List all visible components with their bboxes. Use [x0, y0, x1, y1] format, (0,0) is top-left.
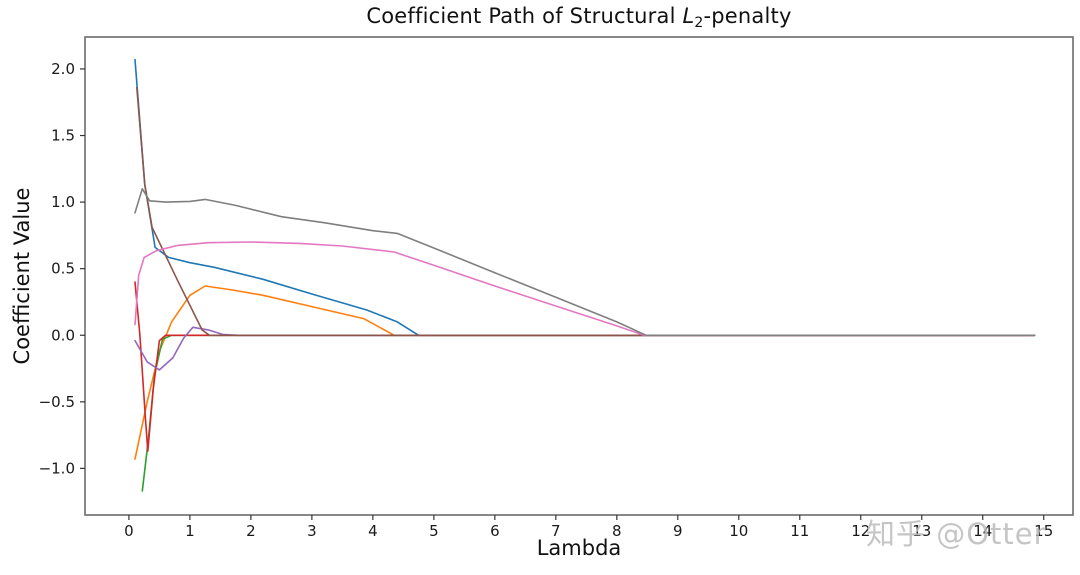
y-tick-label: 2.0 [51, 60, 75, 78]
series-line-coef-8-gray [134, 188, 1036, 337]
x-tick-label: 15 [1034, 522, 1053, 540]
series-line-coef-6-brown [136, 86, 1036, 337]
x-tick-label: 0 [124, 522, 134, 540]
x-tick-label: 9 [673, 522, 683, 540]
x-tick-label: 7 [551, 522, 561, 540]
chart-title-suffix: -penalty [703, 4, 792, 28]
x-tick-label: 12 [851, 522, 870, 540]
y-tick-label: −0.5 [39, 393, 75, 411]
x-tick-label: 11 [790, 522, 809, 540]
x-tick-label: 10 [729, 522, 748, 540]
y-tick-label: 1.0 [51, 193, 75, 211]
chart-title-math-var: L [682, 4, 695, 28]
series-lines [134, 58, 1036, 492]
chart-title-math-sub: 2 [694, 15, 704, 31]
y-tick-label: 1.5 [51, 127, 75, 145]
series-line-coef-5-purple [134, 326, 1036, 371]
x-tick-label: 2 [246, 522, 256, 540]
x-axis-label: Lambda [536, 536, 622, 560]
x-tick-label: 4 [368, 522, 378, 540]
watermark: 知乎 @Otter [866, 517, 1047, 551]
x-tick-label: 14 [973, 522, 992, 540]
series-line-coef-3-green [141, 334, 1036, 492]
x-tick-label: 8 [612, 522, 622, 540]
y-tick-label: 0.0 [51, 326, 75, 344]
y-axis-label: Coefficient Value [10, 187, 34, 365]
y-tick-label: −1.0 [39, 459, 75, 477]
x-tick-label: 1 [185, 522, 195, 540]
series-line-coef-2-orange [134, 285, 1036, 460]
series-line-coef-7-pink [134, 241, 1036, 337]
x-tick-label: 13 [912, 522, 931, 540]
x-tick-label: 5 [429, 522, 439, 540]
x-tick-label: 6 [490, 522, 500, 540]
chart-title-prefix: Coefficient Path of Structural [366, 4, 683, 28]
y-tick-label: 0.5 [51, 260, 75, 278]
axis-ticks: 0 1 2 3 4 5 6 7 8 9 10 11 12 13 14 15−1.0−0.50.00.51.01… [39, 60, 1054, 540]
series-line-coef-1-blue [134, 58, 1036, 337]
x-tick-label: 3 [307, 522, 317, 540]
chart-title: Coefficient Path of Structural L2-penalt… [85, 4, 1073, 31]
series-line-coef-4-red [134, 281, 1036, 452]
plot-border [84, 36, 1074, 516]
